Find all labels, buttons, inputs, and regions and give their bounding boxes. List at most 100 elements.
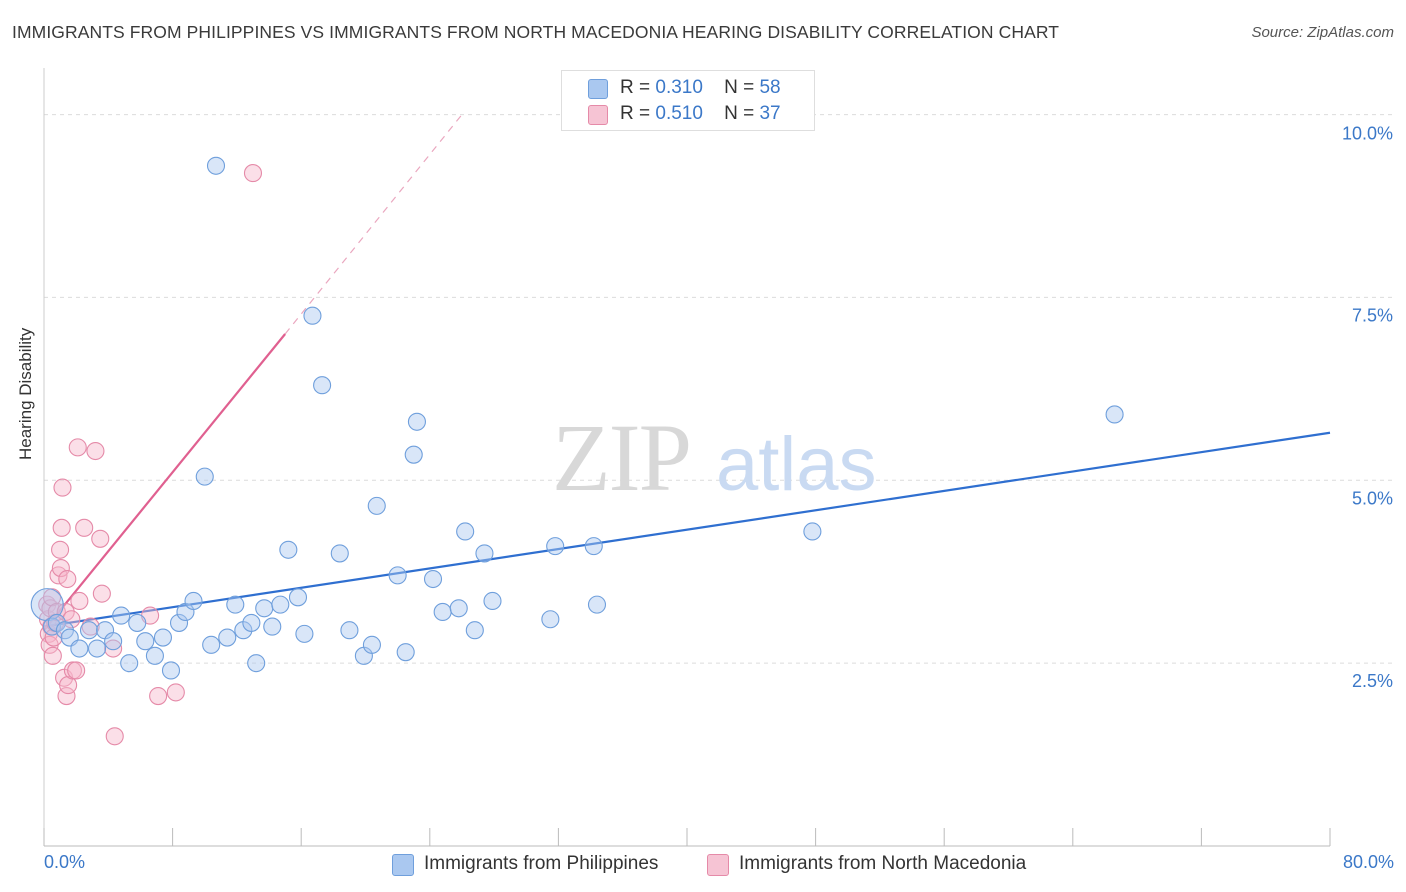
data-point-philippines (340, 621, 359, 640)
data-point-philippines (161, 661, 181, 680)
data-point-philippines (271, 595, 290, 614)
legend-label: Immigrants from Philippines (424, 853, 659, 874)
data-point-north-macedonia (70, 591, 89, 611)
source-label: Source: ZipAtlas.com (1251, 24, 1394, 41)
trend-line-north-macedonia (43, 333, 286, 631)
data-point-philippines (362, 635, 381, 654)
data-point-philippines (279, 540, 298, 559)
data-point-philippines (226, 595, 245, 614)
data-point-north-macedonia (68, 438, 87, 457)
data-point-philippines (70, 639, 89, 658)
data-point-north-macedonia (105, 727, 124, 746)
data-point-north-macedonia (104, 639, 123, 658)
data-point-philippines (407, 412, 426, 431)
data-point-philippines (803, 522, 822, 541)
n-label: N = (724, 103, 755, 124)
pink-swatch (707, 854, 729, 876)
data-point-north-macedonia (67, 661, 86, 680)
legend-label: Immigrants from North Macedonia (739, 853, 1027, 874)
n-value: 37 (759, 103, 781, 124)
data-point-philippines (255, 599, 274, 618)
data-point-philippines (1105, 405, 1124, 424)
grid-lines (44, 114, 1392, 664)
data-point-philippines (404, 445, 423, 464)
data-point-philippines (218, 628, 237, 647)
data-point-north-macedonia (49, 566, 68, 585)
data-point-philippines (145, 646, 164, 665)
r-label: R = (620, 103, 651, 124)
data-point-philippines (475, 544, 494, 563)
data-point-philippines (388, 566, 407, 585)
data-point-philippines (483, 591, 502, 611)
data-point-philippines (367, 496, 386, 515)
y-tick-label: 10.0% (1342, 124, 1393, 144)
data-point-philippines (449, 599, 468, 618)
data-point-north-macedonia (51, 559, 70, 578)
data-point-north-macedonia (51, 540, 70, 559)
data-point-philippines (87, 639, 107, 658)
data-point-philippines (295, 624, 314, 643)
data-point-philippines (465, 621, 484, 640)
data-point-philippines (330, 544, 349, 563)
y-tick-labels: 2.5% 5.0% 7.5% 10.0% (1342, 124, 1393, 692)
data-point-philippines (153, 628, 173, 647)
data-point-philippines (30, 588, 64, 622)
x-tick-label-min: 0.0% (44, 852, 86, 872)
data-point-philippines (263, 617, 282, 636)
blue-swatch (392, 854, 414, 876)
data-point-philippines (169, 613, 189, 632)
data-point-philippines (396, 643, 415, 662)
trend-line-philippines (43, 431, 1331, 628)
data-point-philippines (184, 591, 203, 611)
trend-line-north-macedonia-extension (284, 114, 463, 335)
data-point-north-macedonia (92, 584, 111, 603)
data-point-north-macedonia (149, 687, 168, 706)
data-point-philippines (288, 588, 308, 607)
data-point-philippines (120, 654, 139, 673)
data-point-philippines (136, 632, 155, 651)
points-philippines (30, 156, 1124, 680)
data-point-philippines (541, 610, 560, 629)
data-point-north-macedonia (53, 478, 72, 497)
blue-swatch (588, 79, 608, 99)
data-point-north-macedonia (243, 164, 263, 183)
data-point-north-macedonia (43, 646, 62, 665)
data-point-philippines (202, 635, 221, 654)
r-value: 0.310 (655, 77, 703, 98)
watermark: ZIP atlas (552, 404, 877, 511)
data-point-philippines (584, 537, 603, 556)
pink-swatch (588, 105, 608, 125)
data-point-philippines (206, 156, 226, 175)
data-point-philippines (303, 306, 322, 325)
data-point-north-macedonia (59, 676, 78, 695)
data-point-philippines (456, 522, 475, 541)
watermark-atlas: atlas (716, 422, 877, 507)
chart-title: IMMIGRANTS FROM PHILIPPINES VS IMMIGRANT… (12, 22, 1060, 42)
axes (43, 68, 1331, 847)
data-point-philippines (128, 613, 147, 632)
data-point-philippines (423, 569, 443, 589)
data-point-north-macedonia (58, 569, 77, 589)
data-point-north-macedonia (86, 441, 105, 461)
series-legend: Immigrants from Philippines Immigrants f… (0, 852, 1406, 878)
data-point-north-macedonia (166, 683, 185, 702)
r-label: R = (620, 77, 651, 98)
n-value: 58 (759, 77, 781, 98)
data-point-philippines (433, 602, 452, 621)
n-label: N = (724, 77, 755, 98)
y-tick-label: 7.5% (1352, 305, 1393, 325)
data-point-philippines (79, 621, 99, 640)
data-point-north-macedonia (75, 518, 94, 537)
data-point-philippines (313, 376, 332, 395)
data-point-north-macedonia (91, 529, 110, 548)
data-point-philippines (587, 595, 607, 614)
data-point-philippines (242, 613, 261, 632)
data-point-philippines (112, 606, 131, 625)
watermark-zip: ZIP (552, 404, 690, 511)
data-point-north-macedonia (62, 610, 81, 629)
data-point-philippines (546, 537, 565, 556)
stats-legend: R = 0.310 N = 58 R = 0.510 N = 37 (561, 70, 815, 131)
x-tick-label-max: 80.0% (1342, 852, 1394, 872)
data-point-philippines (247, 654, 266, 673)
